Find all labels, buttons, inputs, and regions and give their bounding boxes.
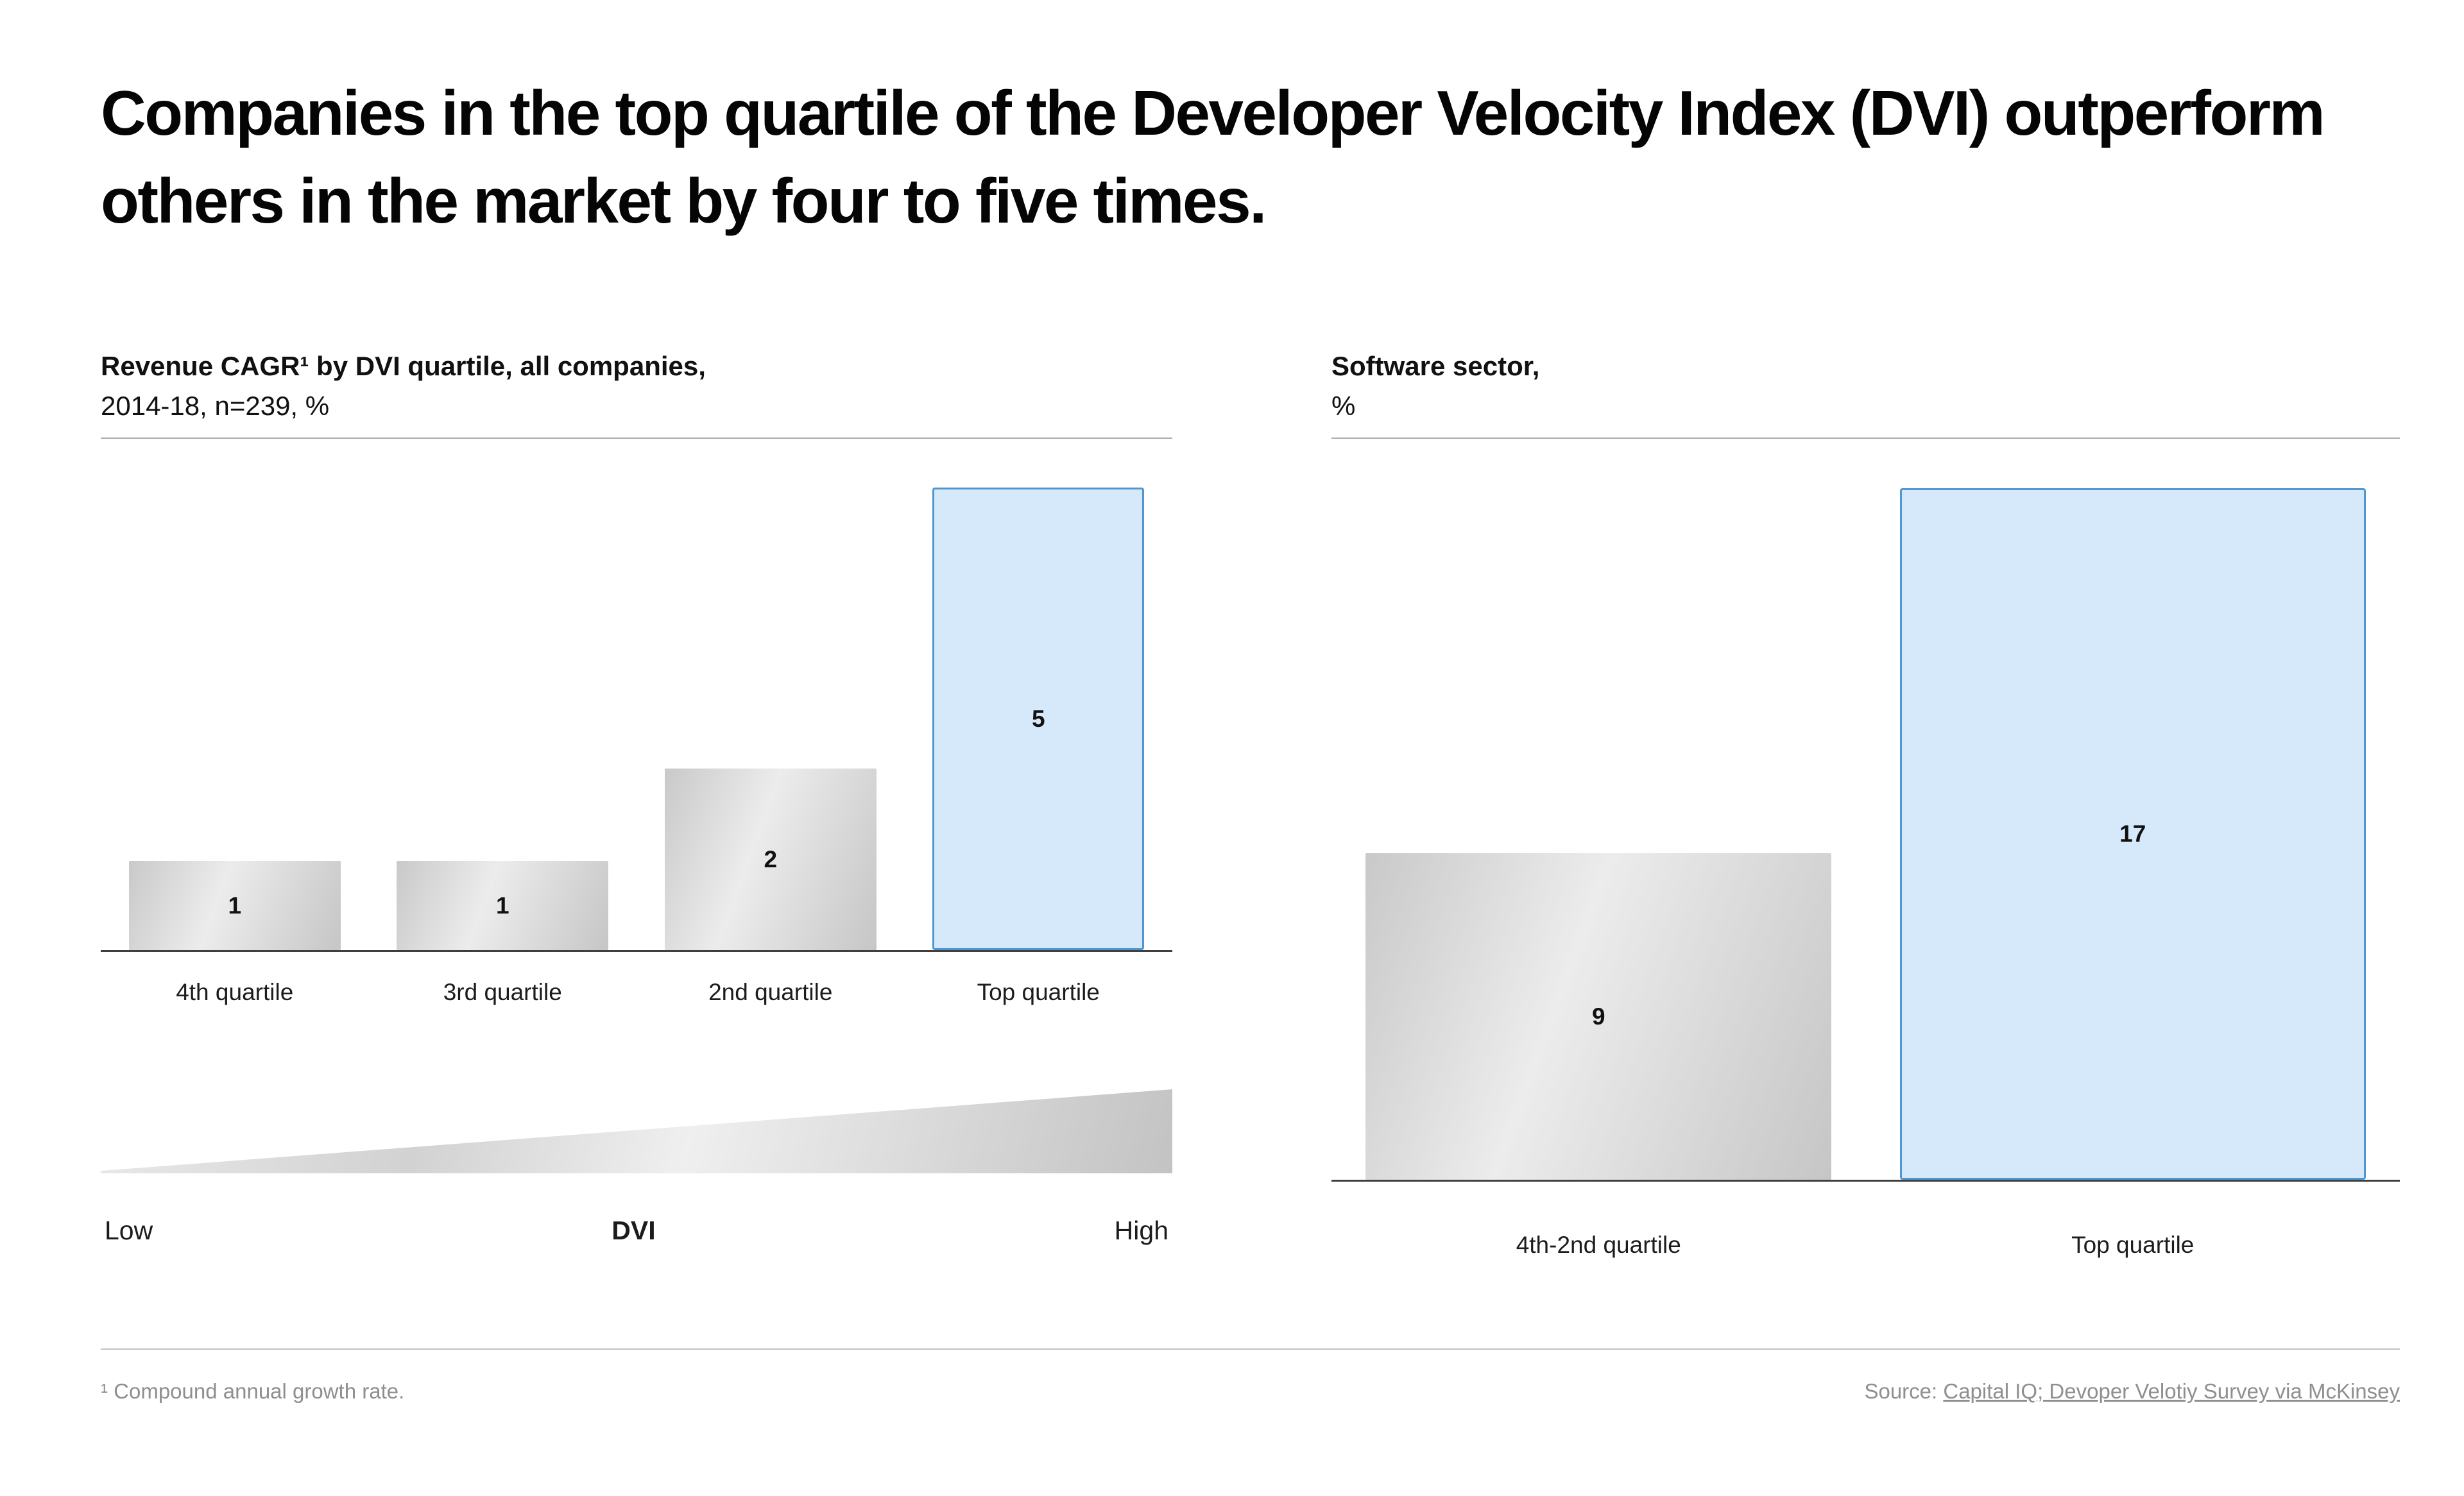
x-axis-label: 4th-2nd quartile: [1516, 1232, 1681, 1258]
left-chart-panel: Revenue CAGR¹ by DVI quartile, all compa…: [101, 346, 1172, 1246]
left-chart-title: Revenue CAGR¹ by DVI quartile, all compa…: [101, 351, 706, 381]
dvi-axis-row: Low DVI High: [101, 1216, 1172, 1246]
right-chart-panel: Software sector, % 9 17 4th-2nd quartile T…: [1331, 346, 2400, 1259]
right-header-rule: [1331, 438, 2400, 439]
source-link[interactable]: Capital IQ; Devoper Velotiy Survey via M…: [1943, 1379, 2400, 1403]
bar-4th-quartile: 1: [128, 861, 341, 950]
footer-rule: [101, 1348, 2400, 1350]
right-chart-subtitle: %: [1331, 391, 1356, 421]
left-chart-heading: Revenue CAGR¹ by DVI quartile, all compa…: [101, 346, 1172, 426]
left-chart-subtitle: 2014-18, n=239, %: [101, 391, 330, 421]
page-title: Companies in the top quartile of the Dev…: [101, 78, 2325, 236]
bar-value-label: 5: [1031, 705, 1045, 732]
x-axis-label: 2nd quartile: [708, 979, 833, 1005]
bar-3rd-quartile: 1: [397, 861, 609, 950]
dvi-high-label: High: [1114, 1216, 1168, 1245]
dvi-wedge-shape: [101, 1089, 1172, 1173]
bar-value-label: 17: [2119, 820, 2146, 847]
left-x-axis-labels: 4th quartile 3rd quartile 2nd quartile Top …: [101, 979, 1172, 1006]
bar-top-quartile: 17: [1899, 488, 2366, 1180]
dvi-axis-label: DVI: [612, 1216, 656, 1245]
x-axis-label: Top quartile: [2071, 1232, 2194, 1258]
source-line: Source: Capital IQ; Devoper Velotiy Surv…: [1864, 1379, 2400, 1404]
bar-top-quartile: 5: [932, 488, 1145, 950]
bar-column: 1: [369, 439, 637, 950]
bar-value-label: 2: [764, 846, 778, 872]
right-x-axis-labels: 4th-2nd quartile Top quartile: [1331, 1232, 2400, 1259]
footnote: ¹ Compound annual growth rate.: [101, 1379, 405, 1403]
bar-value-label: 9: [1591, 1003, 1605, 1030]
left-plot-area: 1 1 2 5: [101, 439, 1172, 952]
bar-column: 2: [637, 439, 905, 950]
bar-column: 5: [905, 439, 1173, 950]
x-axis-label: 4th quartile: [176, 979, 294, 1005]
bar-4th-2nd-quartile: 9: [1365, 853, 1832, 1180]
right-chart-heading: Software sector, %: [1331, 346, 2400, 426]
bar-value-label: 1: [228, 892, 242, 919]
left-header-rule: [101, 438, 1172, 439]
x-axis-label: Top quartile: [977, 979, 1100, 1005]
bar-column: 9: [1331, 439, 1866, 1180]
bar-value-label: 1: [495, 892, 509, 919]
source-prefix: Source:: [1864, 1379, 1944, 1403]
right-chart-title: Software sector,: [1331, 351, 1540, 381]
bar-2nd-quartile: 2: [664, 769, 877, 950]
footer: ¹ Compound annual growth rate. Source: C…: [101, 1348, 2400, 1404]
bar-column: 17: [1866, 439, 2400, 1180]
right-plot-area: 9 17: [1331, 439, 2400, 1182]
x-axis-label: 3rd quartile: [443, 979, 562, 1005]
bar-column: 1: [101, 439, 369, 950]
dvi-low-label: Low: [105, 1216, 153, 1245]
